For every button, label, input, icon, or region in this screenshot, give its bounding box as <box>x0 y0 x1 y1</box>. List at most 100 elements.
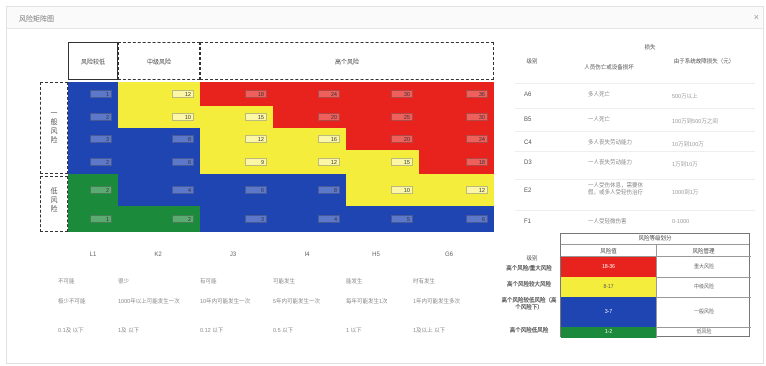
legend-band: 1-2 <box>561 327 656 338</box>
info-description: 一人死亡 <box>588 117 611 123</box>
matrix-cell: 3 <box>68 128 118 150</box>
risk-score-badge: 2 <box>90 158 112 166</box>
likelihood-text: 1及以上 以下 <box>413 328 446 334</box>
risk-score-badge: 9 <box>245 158 267 166</box>
risk-score-badge: 4 <box>318 215 340 223</box>
likelihood-text: 有可能 <box>200 279 217 285</box>
risk-score-badge: 15 <box>391 158 413 166</box>
risk-score-badge: 8 <box>172 135 194 143</box>
matrix-cell: 24 <box>419 128 494 150</box>
matrix-cell: 2 <box>118 206 200 232</box>
matrix-cell: 30 <box>346 82 419 106</box>
risk-score-badge: 24 <box>466 135 488 143</box>
matrix-cell: 12 <box>419 174 494 206</box>
legend-row-label: 高个风险低风险 <box>509 328 549 334</box>
side-label-low: 低风险 <box>40 176 68 232</box>
matrix-cell: 10 <box>118 106 200 128</box>
info-code-header: 级别 <box>526 59 538 65</box>
risk-score-badge: 10 <box>391 186 413 194</box>
likelihood-text: 5年内可能发生一次 <box>273 299 321 305</box>
risk-score-badge: 30 <box>391 90 413 98</box>
matrix-cell: 8 <box>273 174 346 206</box>
info-value: 0-1000 <box>672 219 690 225</box>
matrix-cell: 15 <box>200 106 273 128</box>
likelihood-text: 0.5 以下 <box>273 328 294 334</box>
info-value: 500万以上 <box>672 94 698 100</box>
legend-title: 风险等级划分 <box>561 234 749 245</box>
legend-col2-header: 风险管理 <box>692 249 715 255</box>
legend-row-label: 高个风险/重大风险 <box>506 266 552 272</box>
matrix-cell: 4 <box>273 206 346 232</box>
info-description: 多人死亡 <box>588 92 611 98</box>
info-description: 一人丧失劳动能力 <box>588 160 633 166</box>
matrix-cell: 18 <box>200 82 273 106</box>
column-label: H5 <box>372 252 380 258</box>
info-row-divider <box>515 131 755 132</box>
likelihood-text: 1 以下 <box>346 328 362 334</box>
legend-advice: 重大风险 <box>693 264 714 270</box>
risk-score-badge: 3 <box>90 135 112 143</box>
risk-score-badge: 1 <box>90 215 112 223</box>
info-col1-header: 人员伤亡或设备损坏 <box>584 65 634 71</box>
info-code: D3 <box>524 160 532 166</box>
likelihood-text: 时有发生 <box>413 279 436 285</box>
risk-score-badge: 12 <box>172 90 194 98</box>
header-high-risk: 高个风险 <box>200 42 494 80</box>
likelihood-text: 极少不可能 <box>58 299 86 305</box>
close-icon[interactable]: × <box>753 12 759 22</box>
risk-score-badge: 15 <box>245 113 267 121</box>
risk-score-badge: 2 <box>90 113 112 121</box>
matrix-cell: 8 <box>118 128 200 150</box>
risk-score-badge: 20 <box>391 135 413 143</box>
info-description: 一人受轻微伤害 <box>588 219 627 225</box>
risk-score-badge: 20 <box>318 113 340 121</box>
matrix-cell: 6 <box>118 150 200 174</box>
matrix-cell: 2 <box>68 106 118 128</box>
risk-score-badge: 1 <box>90 90 112 98</box>
matrix-cell: 5 <box>346 206 419 232</box>
likelihood-text: 可能发生 <box>273 279 296 285</box>
likelihood-text: 1年内可能发生多次 <box>413 299 461 305</box>
risk-score-badge: 12 <box>466 186 488 194</box>
likelihood-text: 1000年以上可能发生一次 <box>118 299 180 305</box>
column-label: G6 <box>444 252 453 258</box>
side-label-general: 一般风险 <box>40 82 68 174</box>
likelihood-text: 每年可能发生1次 <box>346 299 388 305</box>
risk-score-badge: 24 <box>318 90 340 98</box>
matrix-cell: 4 <box>118 174 200 206</box>
risk-score-badge: 12 <box>318 158 340 166</box>
likelihood-text: 很少 <box>118 279 130 285</box>
legend-band: 3-7 <box>561 297 656 327</box>
risk-score-badge: 6 <box>172 158 194 166</box>
matrix-cell: 20 <box>273 106 346 128</box>
column-label: J3 <box>229 252 237 258</box>
matrix-cell: 3 <box>200 206 273 232</box>
window-title: 风险矩阵图 <box>19 16 54 23</box>
info-row-divider <box>515 179 755 180</box>
risk-score-badge: 36 <box>466 90 488 98</box>
risk-score-badge: 12 <box>245 135 267 143</box>
likelihood-text: 1及 以下 <box>118 328 140 334</box>
column-label: L1 <box>89 252 97 258</box>
legend-advice: 低风险 <box>696 329 712 335</box>
matrix-cell: 15 <box>346 150 419 174</box>
matrix-cell: 12 <box>273 150 346 174</box>
legend-col1-header: 风险值 <box>600 249 617 255</box>
matrix-cell: 18 <box>419 150 494 174</box>
likelihood-text: 能发生 <box>346 279 363 285</box>
info-code: F1 <box>524 219 532 225</box>
matrix-cell: 9 <box>200 150 273 174</box>
risk-score-badge: 4 <box>172 186 194 194</box>
matrix-cell: 16 <box>273 128 346 150</box>
info-row-divider <box>515 210 755 211</box>
info-row-divider <box>515 83 755 84</box>
risk-score-badge: 16 <box>318 135 340 143</box>
info-description: 一人受伤休息，需要休假，或多人受轻伤治疗 <box>588 183 644 196</box>
info-code: A6 <box>524 92 532 98</box>
info-code: E2 <box>524 188 532 194</box>
column-label: I4 <box>304 252 310 258</box>
matrix-cell: 30 <box>419 106 494 128</box>
legend-row-label: 高个风险较低风险（高个风险下） <box>501 298 557 311</box>
matrix-cell: 24 <box>273 82 346 106</box>
risk-score-badge: 18 <box>466 158 488 166</box>
